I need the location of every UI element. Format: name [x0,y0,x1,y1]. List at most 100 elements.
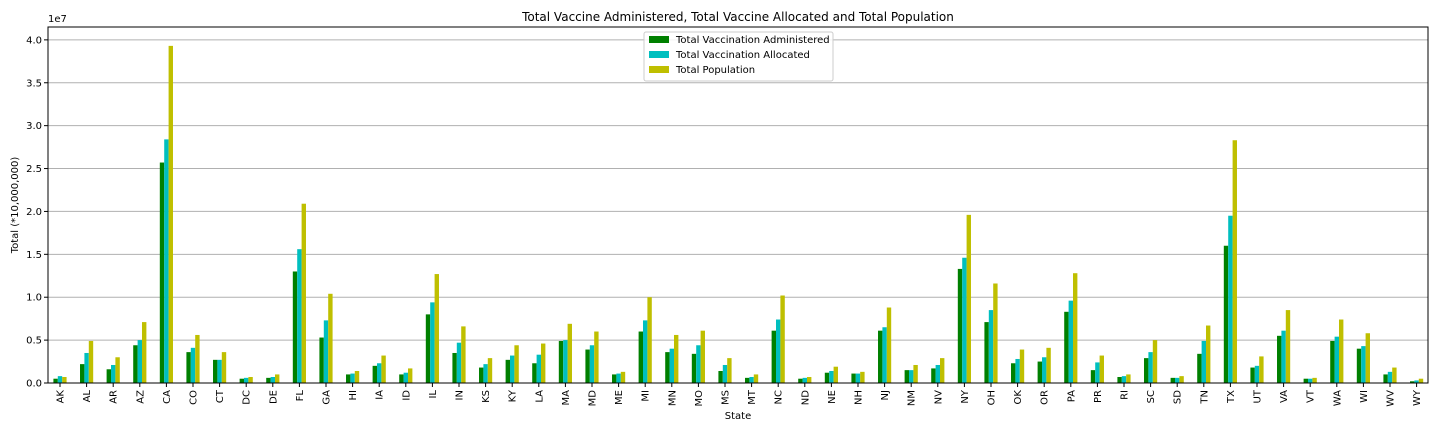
bar-tx-0 [1223,245,1229,383]
bar-vt-2 [1312,377,1317,383]
bar-ma-2 [567,323,572,383]
bar-oh-1 [988,310,994,383]
bar-va-0 [1277,335,1282,383]
bar-ok-2 [1019,349,1025,383]
bar-tn-2 [1205,325,1211,383]
bar-nc-2 [780,295,785,383]
bar-me-2 [620,371,626,383]
bar-nv-0 [931,368,936,383]
bar-pa-0 [1064,311,1069,383]
bar-id-2 [407,368,413,383]
y-tick-label: 2.0 [26,207,42,218]
x-tick-label: PR [1093,390,1104,403]
bar-oh-2 [993,283,998,383]
bar-ks-2 [487,358,493,383]
x-tick-label: KS [481,390,492,403]
x-tick-label: MS [721,390,732,405]
bar-ar-2 [115,357,120,383]
bar-ne-2 [833,366,838,383]
x-tick-label: IL [428,390,439,399]
bar-co-0 [186,352,191,383]
bar-vt-1 [1308,378,1313,383]
legend-swatch [649,36,669,43]
y-tick-label: 3.5 [26,78,42,89]
bar-dc-2 [248,376,253,383]
bar-hi-0 [346,374,351,383]
bar-ca-0 [159,162,165,383]
x-tick-label: LA [534,390,545,403]
bar-ga-0 [319,337,324,383]
bar-ga-2 [328,293,333,383]
bar-ga-1 [323,320,329,383]
bar-nm-2 [913,364,918,383]
bar-il-2 [434,274,439,383]
y-tick-label: 1.5 [26,250,42,261]
x-tick-label: AZ [135,390,146,404]
x-tick-label: IN [455,390,466,400]
bar-id-0 [399,374,404,383]
bar-pr-0 [1090,370,1096,383]
bar-va-1 [1281,330,1286,383]
x-tick-label: AK [56,390,67,404]
x-tick-label: AR [109,390,120,404]
legend-label: Total Vaccination Allocated [675,50,810,61]
bar-ny-2 [966,214,971,383]
y-tick-label: 2.5 [26,164,42,175]
legend-label: Total Population [675,65,755,76]
x-tick-label: MO [694,390,705,407]
x-tick-label: MT [747,389,758,405]
x-tick-label: CT [215,389,226,403]
bar-az-2 [141,322,147,383]
bar-id-1 [403,372,408,383]
bar-nv-1 [935,364,940,383]
bar-ks-0 [479,367,484,383]
bar-nc-0 [771,330,777,383]
x-tick-label: ND [800,390,811,405]
bar-mt-2 [753,374,759,383]
x-tick-label: OR [1040,390,1051,405]
bar-ct-0 [213,359,218,383]
bar-al-0 [80,364,85,383]
bar-md-1 [589,345,595,383]
legend-swatch [649,66,669,73]
bar-la-1 [536,354,541,383]
bar-ne-1 [829,370,834,383]
bar-co-1 [190,347,196,383]
bar-il-0 [425,314,431,383]
bar-ak-0 [53,378,58,383]
bar-wi-0 [1356,348,1362,383]
bar-tx-1 [1228,215,1233,383]
bar-wa-2 [1338,319,1344,383]
bar-md-2 [594,331,599,383]
bar-nd-2 [806,376,812,383]
bar-ks-1 [483,364,488,383]
y-tick-label: 4.0 [26,35,42,46]
x-tick-label: WI [1359,390,1370,403]
bar-ne-0 [824,372,830,383]
x-tick-label: NC [774,390,785,404]
bar-hi-2 [354,370,360,383]
bar-sd-1 [1175,377,1180,383]
bar-de-1 [270,376,275,383]
bar-nd-1 [802,377,807,383]
bar-sc-2 [1152,340,1158,383]
y-tick-label: 0.5 [26,336,42,347]
bar-ut-0 [1250,367,1255,383]
x-tick-label: NM [907,390,918,406]
x-tick-label: NJ [880,390,891,400]
bar-pr-1 [1095,362,1100,383]
bar-mo-1 [696,345,701,383]
x-tick-label: MI [641,390,652,402]
bar-ct-2 [221,352,227,383]
bar-ri-1 [1121,376,1127,383]
bar-nj-2 [886,307,892,383]
bar-or-1 [1042,357,1047,383]
bar-in-0 [452,352,457,383]
bar-nm-0 [904,370,910,383]
bar-wv-1 [1387,371,1393,383]
bar-ma-1 [563,340,568,383]
bar-ia-0 [372,365,378,383]
bar-ok-1 [1015,358,1020,383]
bar-ca-1 [164,139,169,383]
bar-la-2 [540,343,546,383]
